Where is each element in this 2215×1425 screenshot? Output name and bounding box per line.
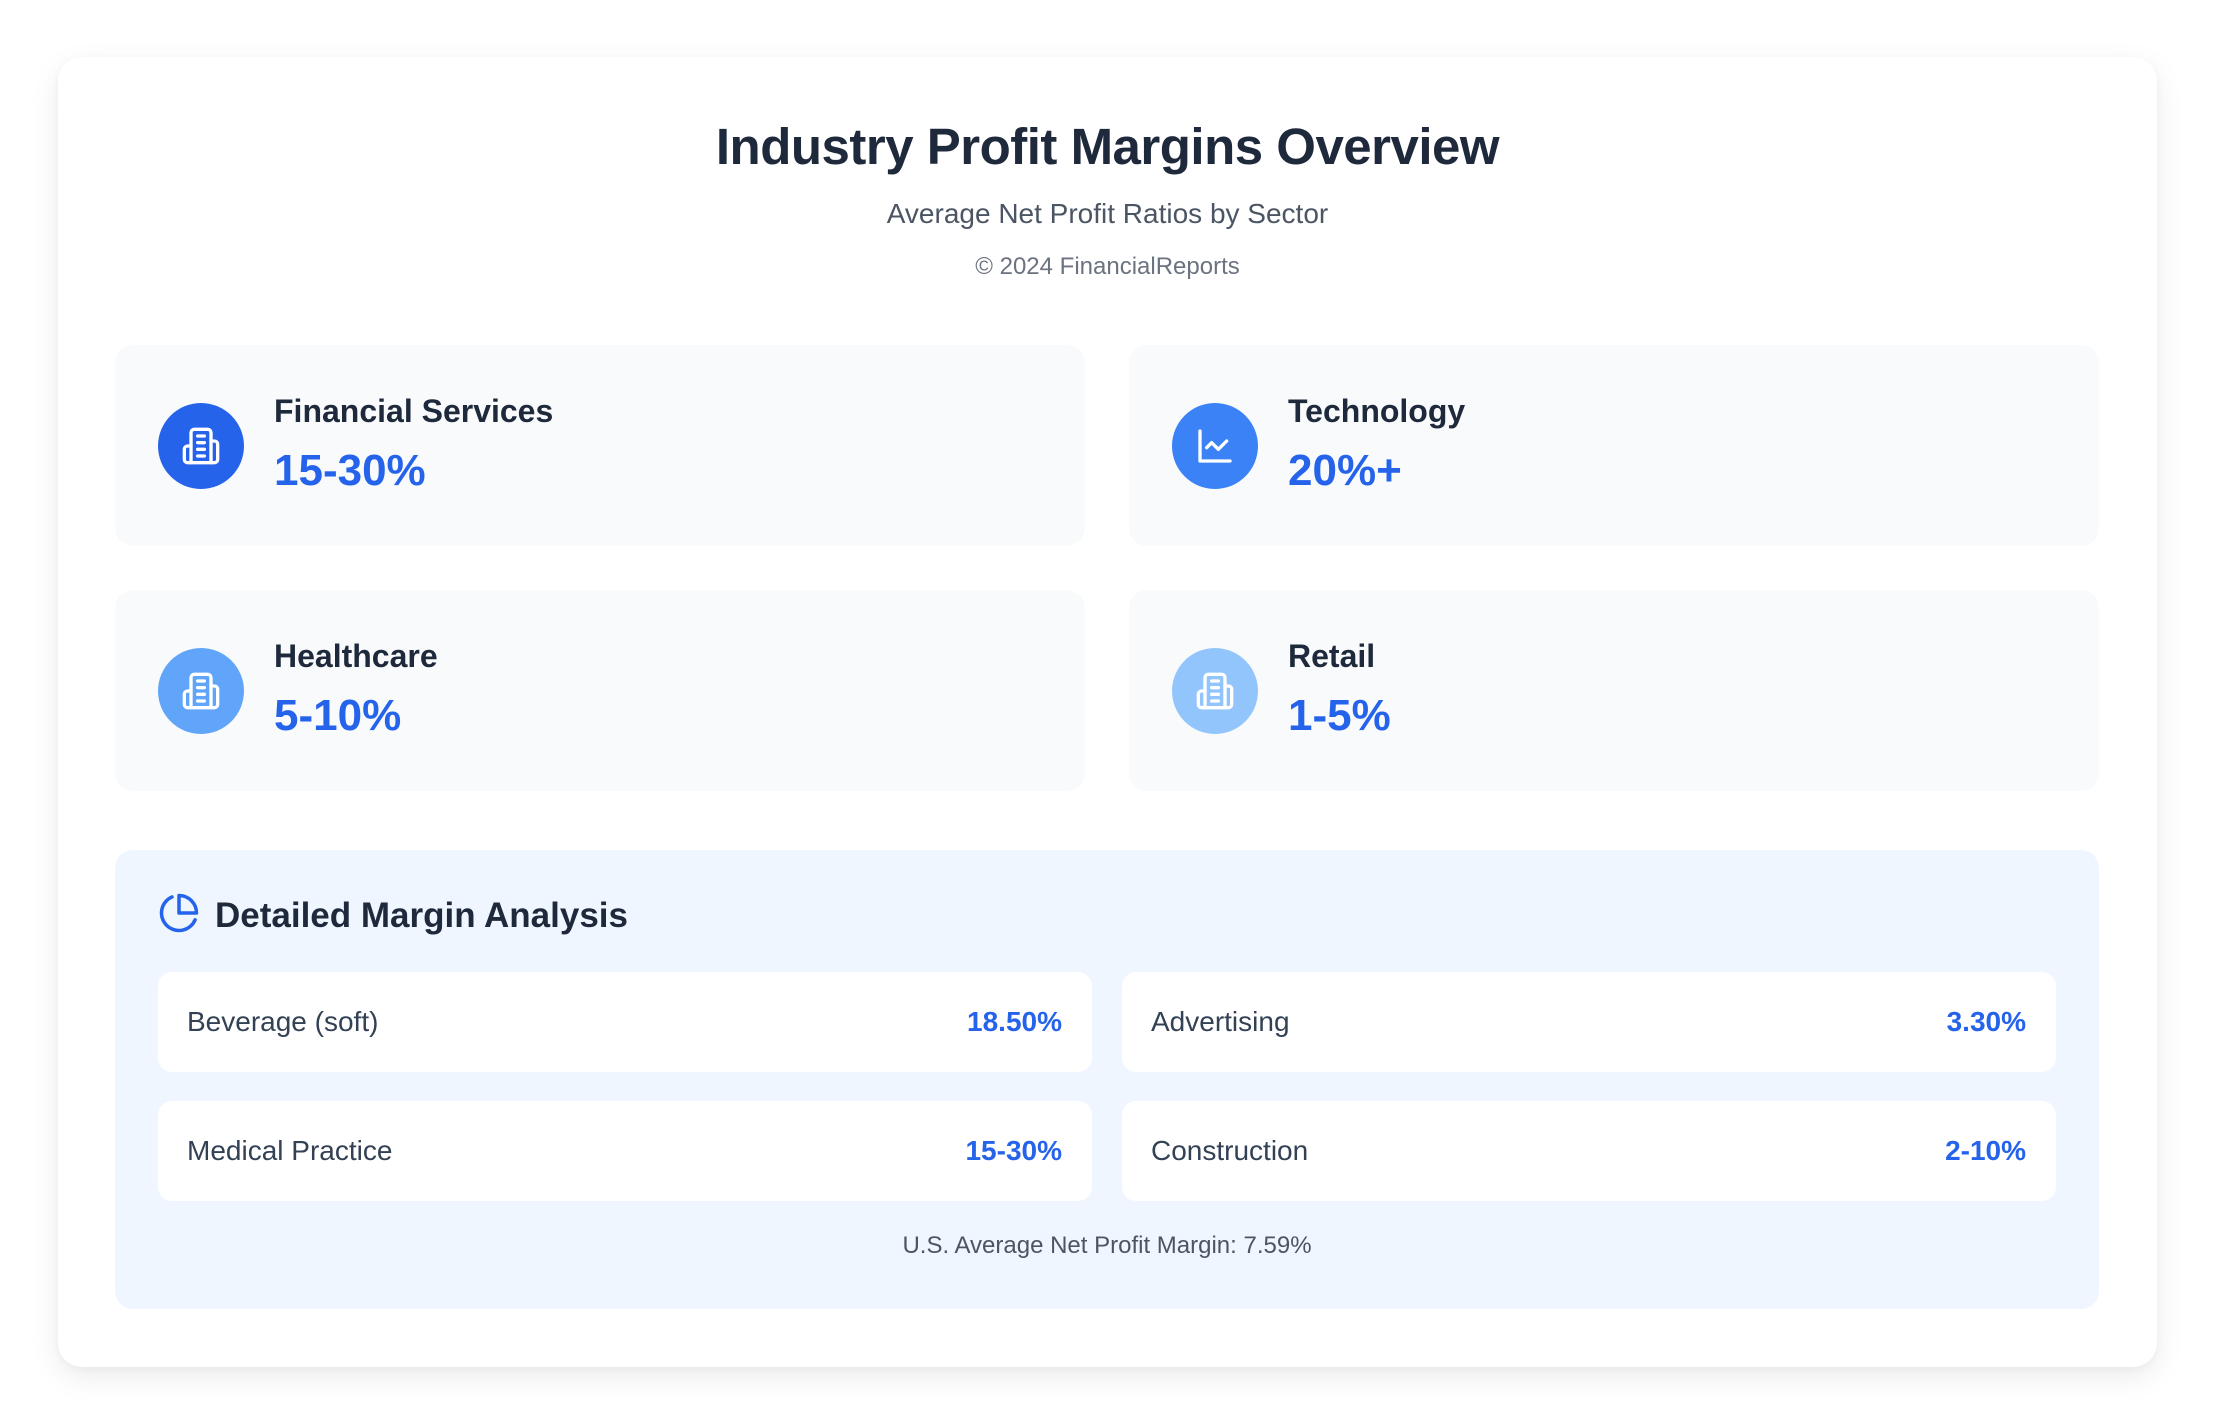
sector-card-retail: Retail 1-5% xyxy=(1129,590,2099,791)
section-heading: Detailed Margin Analysis xyxy=(158,892,628,939)
detail-item-value: 18.50% xyxy=(967,1006,1062,1037)
sector-value: 15-30% xyxy=(274,445,426,495)
detail-item-name: Beverage (soft) xyxy=(187,1006,379,1037)
section-title: Detailed Margin Analysis xyxy=(215,895,628,935)
detail-item-beverage: Beverage (soft) 18.50% xyxy=(158,972,1092,1072)
main-card: Industry Profit Margins Overview Average… xyxy=(58,57,2157,1367)
detail-item-construction: Construction 2-10% xyxy=(1122,1101,2056,1201)
sector-card-technology: Technology 20%+ xyxy=(1129,345,2099,546)
sector-label: Technology xyxy=(1288,392,1466,429)
sector-label: Retail xyxy=(1288,637,1376,674)
detail-item-name: Construction xyxy=(1151,1135,1309,1166)
sector-card-healthcare: Healthcare 5-10% xyxy=(115,590,1085,791)
detail-item-name: Advertising xyxy=(1151,1006,1290,1037)
detail-item-value: 3.30% xyxy=(1946,1006,2026,1037)
detail-item-value: 15-30% xyxy=(965,1135,1062,1166)
copyright-text: © 2024 FinancialReports xyxy=(975,253,1240,280)
detail-item-medical-practice: Medical Practice 15-30% xyxy=(158,1101,1092,1201)
detail-item-value: 2-10% xyxy=(1945,1135,2026,1166)
sector-value: 20%+ xyxy=(1288,445,1402,495)
sector-value: 5-10% xyxy=(274,690,402,740)
page-subtitle: Average Net Profit Ratios by Sector xyxy=(886,198,1329,229)
detail-item-advertising: Advertising 3.30% xyxy=(1122,972,2056,1072)
sector-card-financial-services: Financial Services 15-30% xyxy=(115,345,1085,546)
sector-label: Healthcare xyxy=(274,637,438,674)
us-average-footnote: U.S. Average Net Profit Margin: 7.59% xyxy=(902,1232,1312,1259)
detail-list: Beverage (soft) 18.50% Advertising 3.30%… xyxy=(158,972,2056,1201)
chart-line-icon xyxy=(1172,402,1258,489)
page-title: Industry Profit Margins Overview xyxy=(715,118,1500,175)
building-icon xyxy=(158,647,244,734)
sector-label: Financial Services xyxy=(274,392,554,429)
detail-item-name: Medical Practice xyxy=(187,1135,393,1166)
detailed-analysis-section: Detailed Margin Analysis Beverage (soft)… xyxy=(115,850,2099,1309)
pie-chart-icon xyxy=(158,892,200,939)
sector-grid: Financial Services 15-30% Technology 20%… xyxy=(115,345,2099,791)
sector-value: 1-5% xyxy=(1288,690,1391,740)
building-icon xyxy=(1172,647,1258,734)
building-icon xyxy=(158,402,244,489)
